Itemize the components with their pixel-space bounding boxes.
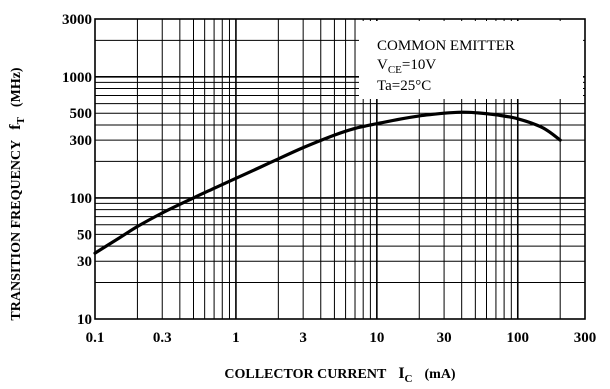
y-tick-label: 3000 [62,12,92,28]
y-tick-label: 50 [77,227,92,243]
x-tick-label: 100 [507,330,530,346]
x-axis-title-unit: (mA) [425,367,456,382]
conditions-line-mode: COMMON EMITTER [377,38,515,54]
x-tick-labels: 0.1 0.3 1 3 10 30 100 300 [86,330,597,346]
y-tick-label: 300 [70,133,93,149]
x-tick-label: 10 [369,330,384,346]
plot-frame [94,18,586,320]
y-tick-label: 100 [70,191,93,207]
x-axis-title-main: COLLECTOR CURRENT [224,367,387,382]
y-tick-labels: 10 30 50 100 300 500 1000 3000 [62,12,92,328]
y-axis-title-main: TRANSITION FREQUENCY [9,140,24,321]
x-tick-label: 300 [574,330,597,346]
x-tick-label: 30 [437,330,452,346]
y-axis-title-sub: T [15,116,27,124]
conditions-line-vce: VCE=10V [377,57,436,76]
x-tick-label: 0.3 [153,330,172,346]
y-axis-title-unit: (MHz) [9,67,24,107]
vce-value: =10V [402,57,436,73]
x-tick-label: 0.1 [86,330,105,346]
conditions-line-temp: Ta=25°C [377,78,431,94]
x-tick-label: 3 [299,330,307,346]
vce-symbol: V [377,57,388,73]
y-axis-title-symbol: f [7,124,24,130]
x-axis-title-symbol: I [398,365,404,382]
y-axis-title: TRANSITION FREQUENCY fT (MHz) [7,67,27,321]
y-tick-label: 10 [77,312,92,328]
x-tick-label: 1 [232,330,240,346]
x-axis-title-sub: C [405,373,413,385]
y-tick-label: 30 [77,254,92,270]
vce-subscript: CE [388,64,402,76]
conditions-box-background [359,21,583,99]
x-axis-title: COLLECTOR CURRENT IC (mA) [224,365,456,385]
y-tick-label: 1000 [62,70,92,86]
y-tick-label: 500 [70,106,93,122]
fT-curve [93,110,562,255]
